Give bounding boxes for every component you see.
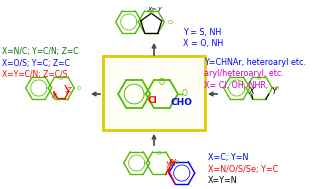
Text: O: O bbox=[168, 19, 173, 25]
Text: O: O bbox=[175, 160, 180, 166]
Text: X=N/C; Y=C/N; Z=C: X=N/C; Y=C/N; Z=C bbox=[2, 47, 78, 57]
Text: X=O/S; Y=C; Z=C: X=O/S; Y=C; Z=C bbox=[2, 59, 69, 68]
Text: O: O bbox=[77, 85, 81, 91]
Text: Z: Z bbox=[66, 87, 71, 93]
Text: X=Y=C/N; Z=C/S: X=Y=C/N; Z=C/S bbox=[2, 70, 67, 79]
Text: X=C; Y=N: X=C; Y=N bbox=[208, 153, 248, 162]
Text: X: X bbox=[170, 159, 176, 168]
Text: X= Cl, OH, NHR,: X= Cl, OH, NHR, bbox=[204, 81, 268, 90]
Text: O: O bbox=[157, 151, 162, 156]
Bar bbox=[103, 56, 205, 130]
Text: Y: Y bbox=[166, 161, 170, 170]
Text: X=N/O/S/Se; Y=C: X=N/O/S/Se; Y=C bbox=[208, 165, 278, 174]
Text: O: O bbox=[182, 90, 188, 98]
Text: Cl: Cl bbox=[148, 96, 158, 105]
Text: O: O bbox=[257, 76, 261, 81]
Text: Y: Y bbox=[157, 7, 161, 12]
Text: CHO: CHO bbox=[171, 98, 193, 107]
Text: O: O bbox=[159, 78, 165, 87]
Text: O: O bbox=[149, 10, 154, 15]
Text: aryl/heteroaryl, etc.: aryl/heteroaryl, etc. bbox=[204, 69, 284, 78]
Text: X = O, NH: X = O, NH bbox=[183, 39, 223, 48]
Text: Y: Y bbox=[65, 91, 69, 97]
Text: X: X bbox=[51, 93, 56, 99]
Text: Y: Y bbox=[271, 87, 276, 96]
Text: X: X bbox=[248, 87, 254, 96]
Text: O: O bbox=[275, 85, 279, 91]
Text: X=Y=N: X=Y=N bbox=[208, 176, 237, 185]
Text: Y = S, NH: Y = S, NH bbox=[183, 28, 221, 37]
Text: O: O bbox=[59, 76, 63, 81]
Text: Y=CHNAr, heteroaryl etc.: Y=CHNAr, heteroaryl etc. bbox=[204, 58, 306, 67]
Text: X=: X= bbox=[147, 7, 157, 12]
